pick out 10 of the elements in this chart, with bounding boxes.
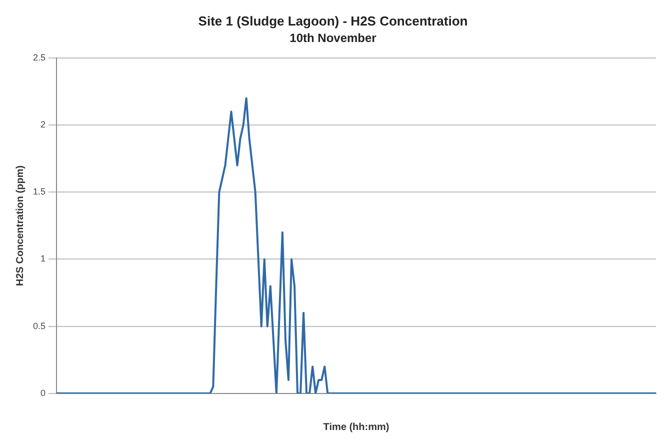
y-tick-label: 0 [40, 388, 46, 398]
y-tick-label: 2 [40, 120, 46, 130]
y-axis-title: H2S Concentration (ppm) [14, 165, 26, 286]
y-tick-label: 0.5 [32, 320, 46, 331]
chart-subtitle: 10th November [290, 31, 377, 46]
y-tick-label: 1 [40, 254, 46, 264]
y-tick-label: 1.5 [32, 186, 46, 197]
y-tick-label: 2.5 [32, 52, 46, 62]
chart-title: Site 1 (Sludge Lagoon) - H2S Concentration [198, 13, 468, 28]
x-axis-title: Time (hh:mm) [323, 422, 390, 433]
